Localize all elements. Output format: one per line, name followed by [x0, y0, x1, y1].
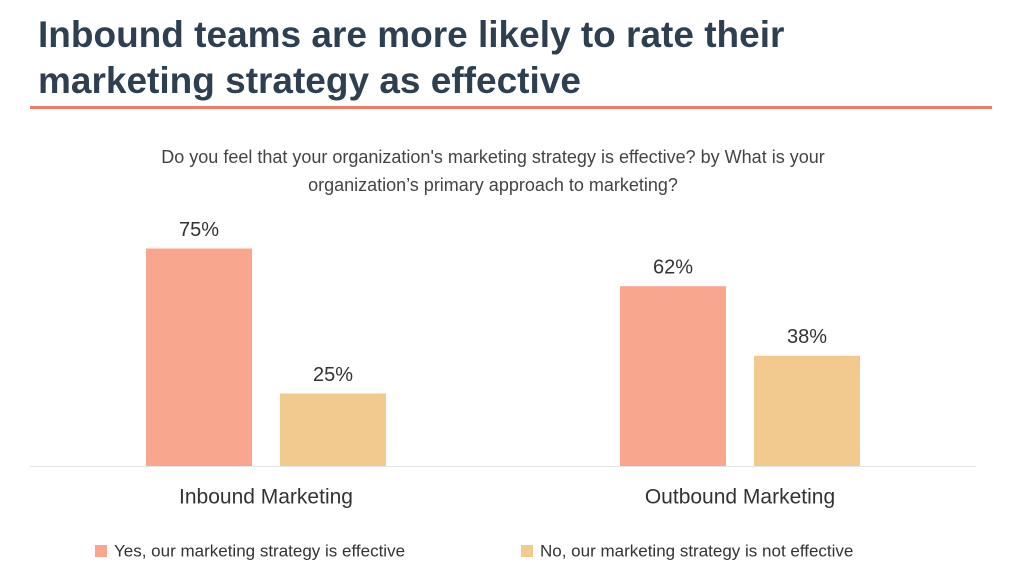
- title-rule: [30, 106, 992, 109]
- legend-label: No, our marketing strategy is not effect…: [540, 541, 853, 560]
- bar: [620, 286, 726, 466]
- legend-swatch: [95, 545, 107, 557]
- legend-swatch: [521, 545, 533, 557]
- legend-label: Yes, our marketing strategy is effective: [114, 541, 405, 560]
- bar: [754, 355, 860, 466]
- bar: [280, 393, 386, 466]
- title: Inbound teams are more likely to rate th…: [38, 14, 785, 101]
- subtitle: Do you feel that your organization's mar…: [161, 147, 825, 195]
- data-label: 62%: [653, 256, 693, 278]
- data-label: 25%: [313, 364, 353, 386]
- x-tick-label: Inbound Marketing: [179, 486, 353, 509]
- x-tick-label: Outbound Marketing: [645, 486, 835, 509]
- data-label: 38%: [787, 326, 827, 348]
- bar: [146, 248, 252, 466]
- data-label: 75%: [179, 219, 219, 241]
